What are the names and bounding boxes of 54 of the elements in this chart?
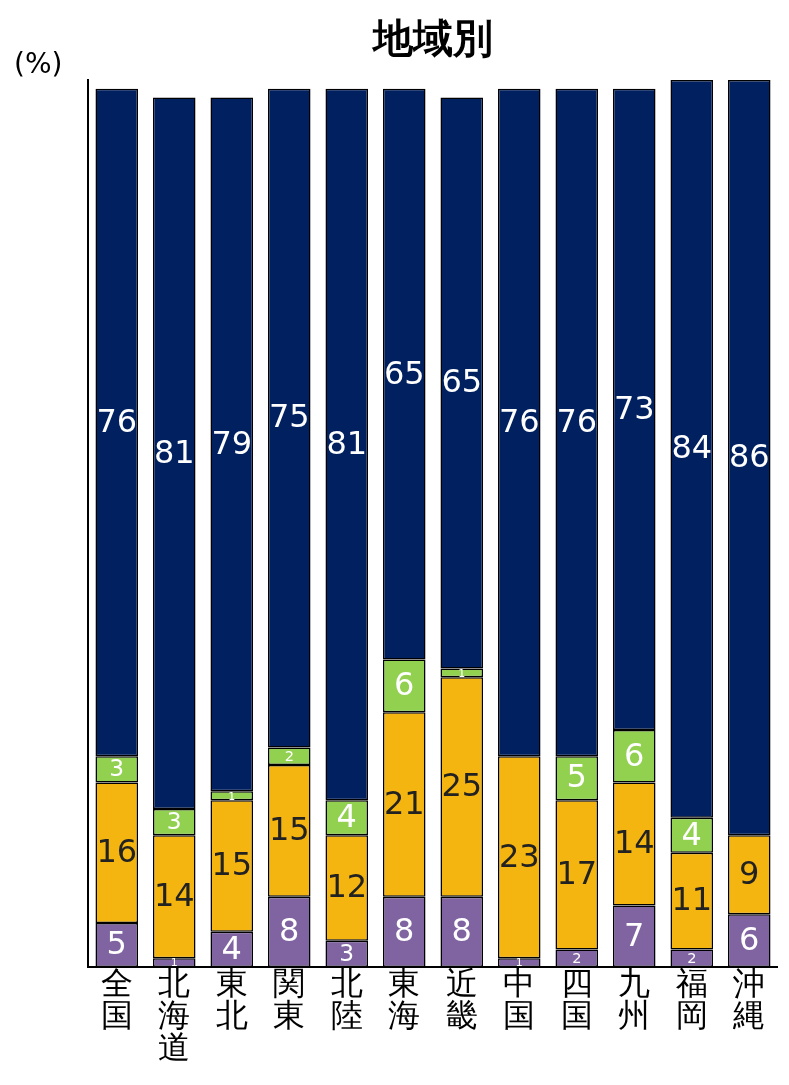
data-label: 8 (451, 911, 472, 950)
data-label: 15 (211, 845, 253, 884)
data-label: 4 (336, 797, 357, 836)
data-label: 84 (671, 428, 713, 467)
data-label: 4 (221, 928, 242, 967)
data-label: 6 (624, 735, 645, 774)
x-tick-label: 四国 (560, 964, 593, 1035)
x-tick-label: 関東 (273, 964, 306, 1035)
x-tick-label: 全国 (100, 964, 133, 1035)
data-label: 6 (739, 919, 760, 958)
data-label: 2 (572, 949, 582, 966)
data-label: 5 (566, 757, 587, 796)
data-label: 12 (326, 867, 368, 906)
data-label: 65 (383, 353, 425, 392)
data-label: 81 (153, 432, 195, 471)
data-label: 81 (326, 423, 368, 462)
data-label: 6 (394, 665, 415, 704)
data-label: 73 (613, 388, 655, 427)
data-label: 8 (394, 911, 415, 950)
data-label: 75 (268, 397, 310, 436)
data-label: 86 (728, 436, 770, 475)
data-label: 76 (556, 401, 598, 440)
data-label: 21 (383, 783, 425, 822)
data-label: 14 (613, 823, 655, 862)
data-label: 5 (106, 924, 127, 963)
data-label: 7 (624, 915, 645, 954)
data-label: 2 (687, 949, 697, 966)
data-label: 11 (671, 880, 713, 919)
data-label: 76 (498, 401, 540, 440)
data-label: 9 (739, 854, 760, 893)
data-label: 79 (211, 423, 253, 462)
data-label: 3 (339, 938, 355, 967)
data-label: 4 (681, 814, 702, 853)
x-tick-label: 東北 (215, 964, 248, 1035)
data-label: 17 (556, 854, 598, 893)
data-label: 2 (284, 747, 294, 765)
x-tick-label: 近畿 (445, 964, 478, 1035)
data-label: 8 (279, 911, 300, 950)
x-tick-label: 九州 (618, 964, 651, 1035)
data-label: 16 (96, 832, 138, 871)
y-axis-title: (%) (14, 47, 63, 81)
x-tick-label: 沖縄 (732, 964, 766, 1035)
data-label: 25 (441, 766, 483, 805)
x-tick-label: 東海 (388, 964, 421, 1035)
data-label: 14 (153, 876, 195, 915)
data-label: 15 (268, 810, 310, 849)
data-label: 3 (109, 754, 125, 783)
data-label: 65 (441, 362, 483, 401)
data-label: 76 (96, 401, 138, 440)
data-label: 23 (498, 836, 540, 875)
x-tick-label: 北陸 (330, 964, 363, 1035)
data-label: 3 (166, 807, 182, 836)
x-tick-label: 福岡 (675, 964, 708, 1035)
chart-title: 地域別 (371, 15, 493, 62)
